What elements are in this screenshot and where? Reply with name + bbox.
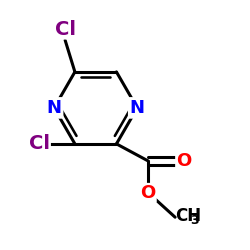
Text: N: N: [130, 99, 145, 117]
Text: Cl: Cl: [54, 20, 76, 38]
Text: CH: CH: [175, 207, 201, 225]
Text: O: O: [140, 184, 156, 202]
Text: 3: 3: [190, 214, 199, 228]
Text: O: O: [176, 152, 191, 170]
Text: Cl: Cl: [29, 134, 50, 154]
Text: N: N: [46, 99, 62, 117]
